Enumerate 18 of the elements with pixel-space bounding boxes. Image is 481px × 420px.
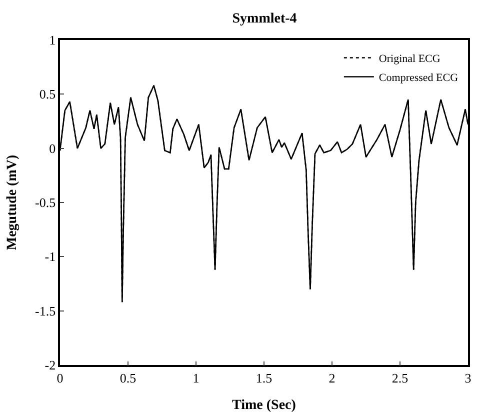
legend-label: Original ECG: [378, 53, 440, 66]
y-tick-label: -0.5: [35, 195, 56, 210]
x-tick-label: 3: [464, 370, 472, 386]
y-tick-label: 0.5: [39, 86, 56, 102]
x-tick-label: 2: [328, 370, 336, 386]
chart-title: Symmlet-4: [232, 11, 297, 26]
x-tick-label: 0.5: [120, 370, 136, 386]
y-axis-title: Megutude (mV): [5, 154, 20, 250]
y-tick-label: -1: [44, 249, 56, 264]
y-tick-label: 0: [49, 140, 56, 156]
x-axis-title: Time (Sec): [232, 398, 296, 414]
y-tick-label: -2: [44, 358, 56, 373]
y-tick-label: -1.5: [35, 303, 56, 318]
legend-label: Compressed ECG: [378, 72, 458, 84]
x-tick-label: 1: [192, 370, 200, 386]
x-tick-label: 1.5: [256, 370, 272, 386]
y-tick-label: 1: [49, 32, 56, 48]
x-tick-label: 2.5: [392, 370, 408, 386]
